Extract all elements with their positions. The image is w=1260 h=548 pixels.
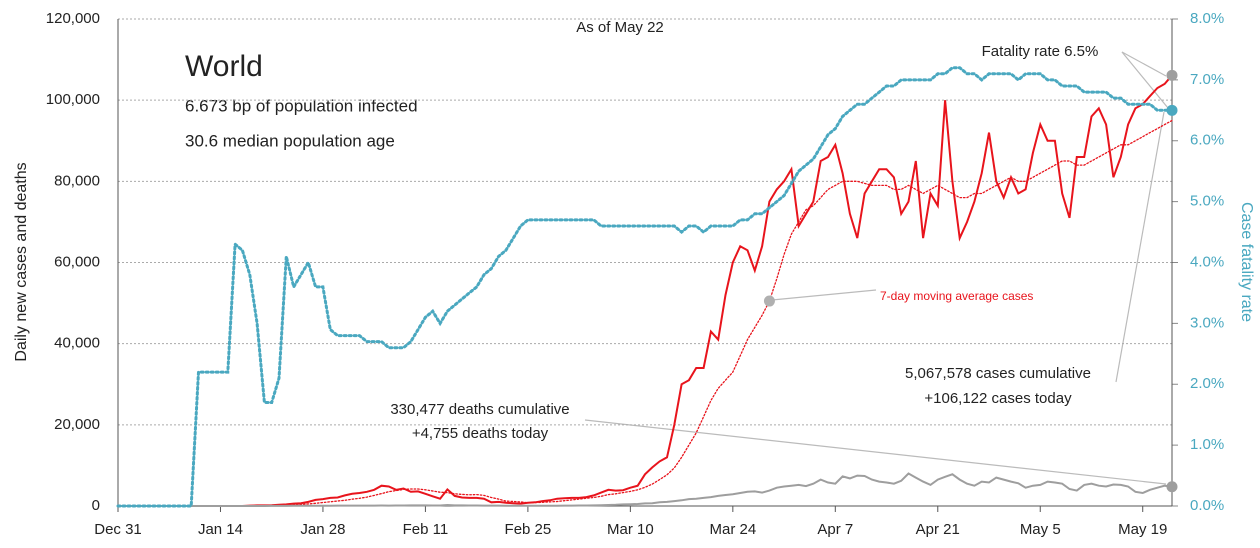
end-marker [1166, 481, 1178, 493]
x-tick-label: Dec 31 [94, 521, 142, 538]
leader-line [1115, 111, 1165, 383]
end-marker [1166, 69, 1178, 81]
x-tick-label: Mar 10 [607, 521, 654, 538]
as-of: As of May 22 [576, 19, 664, 36]
leader-line [584, 419, 1167, 485]
y2-axis-label: Case fatality rate [1238, 202, 1255, 322]
y2-tick-label: 8.0% [1190, 10, 1224, 27]
y2-tick-label: 6.0% [1190, 132, 1224, 149]
x-tick-label: Feb 25 [505, 521, 552, 538]
end-marker [1166, 104, 1178, 116]
y2-tick-label: 3.0% [1190, 314, 1224, 331]
end-marker [763, 295, 775, 307]
annotation: +106,122 cases today [924, 390, 1072, 407]
y2-tick-label: 5.0% [1190, 193, 1224, 210]
y2-tick-label: 0.0% [1190, 497, 1224, 514]
leader-line [1121, 51, 1169, 109]
x-tick-label: May 19 [1118, 521, 1167, 538]
y-tick-label: 20,000 [54, 416, 100, 433]
annotation: 5,067,578 cases cumulative [905, 365, 1091, 382]
y-tick-label: 100,000 [46, 91, 100, 108]
leader-line [1121, 51, 1167, 77]
annotation: Fatality rate 6.5% [982, 43, 1099, 60]
y-tick-label: 80,000 [54, 172, 100, 189]
series-line [117, 472, 1173, 507]
series-line [116, 66, 1174, 508]
annotation: 330,477 deaths cumulative [390, 401, 569, 418]
x-tick-label: Feb 11 [403, 521, 449, 538]
y-axis-label: Daily new cases and deaths [13, 162, 30, 361]
series-label: 7-day moving average cases [880, 289, 1033, 303]
subtitle: 6.673 bp of population infected [185, 96, 418, 115]
y2-tick-label: 4.0% [1190, 253, 1224, 270]
y2-tick-label: 2.0% [1190, 375, 1224, 392]
series-line [117, 119, 1173, 507]
y-tick-label: 40,000 [54, 335, 100, 352]
x-tick-label: Jan 14 [198, 521, 243, 538]
y-tick-label: 120,000 [46, 10, 100, 27]
y2-tick-label: 1.0% [1190, 436, 1224, 453]
x-tick-label: Apr 21 [916, 521, 960, 538]
x-tick-label: Apr 7 [817, 521, 853, 538]
leader-line [771, 289, 877, 301]
annotation: +4,755 deaths today [412, 425, 549, 442]
leader-lines [584, 51, 1169, 485]
y-tick-label: 60,000 [54, 253, 100, 270]
y2-tick-label: 7.0% [1190, 71, 1224, 88]
series-line [117, 74, 1173, 507]
x-tick-label: Jan 28 [300, 521, 345, 538]
y-tick-label: 0 [92, 497, 100, 514]
x-tick-label: May 5 [1020, 521, 1061, 538]
subtitle: 30.6 median population age [185, 131, 395, 150]
x-tick-label: Mar 24 [709, 521, 756, 538]
chart-title: World [185, 50, 263, 83]
